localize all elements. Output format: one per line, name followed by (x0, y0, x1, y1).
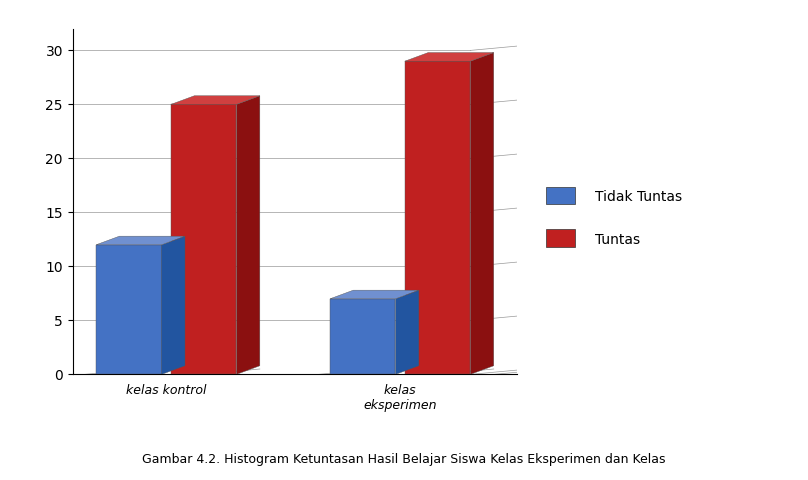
Text: Gambar 4.2. Histogram Ketuntasan Hasil Belajar Siswa Kelas Eksperimen dan Kelas: Gambar 4.2. Histogram Ketuntasan Hasil B… (142, 453, 666, 466)
Polygon shape (405, 52, 494, 61)
Polygon shape (171, 104, 237, 374)
Bar (546, 229, 575, 247)
Polygon shape (96, 245, 162, 374)
Polygon shape (470, 52, 494, 374)
Bar (546, 187, 575, 204)
Polygon shape (96, 236, 185, 245)
Polygon shape (330, 290, 419, 299)
Polygon shape (395, 290, 419, 374)
Polygon shape (171, 96, 260, 104)
Text: Tuntas: Tuntas (595, 232, 640, 247)
Polygon shape (162, 236, 185, 374)
Polygon shape (237, 96, 260, 374)
Polygon shape (405, 61, 470, 374)
Text: Tidak Tuntas: Tidak Tuntas (595, 190, 682, 204)
Polygon shape (330, 299, 395, 374)
